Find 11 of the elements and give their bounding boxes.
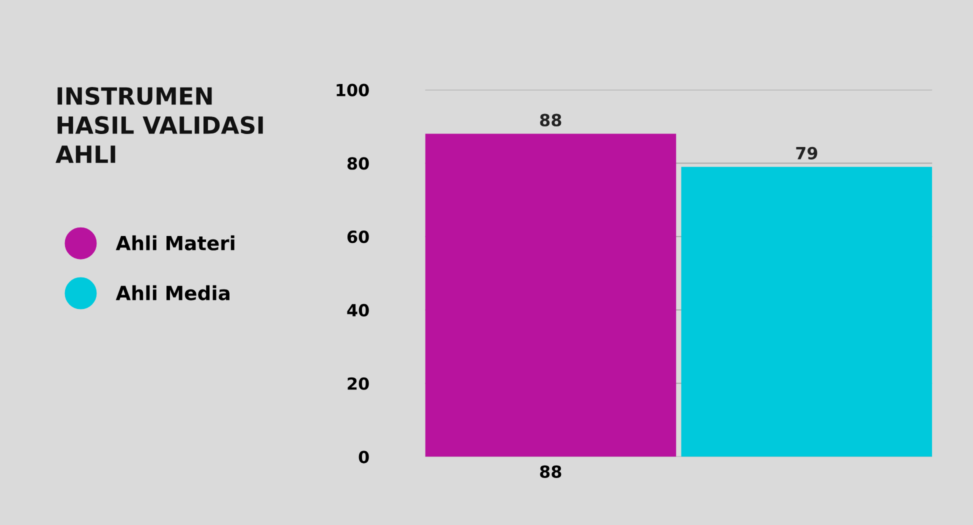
y-tick-label: 20 (348, 377, 369, 390)
y-tick-label: 60 (347, 230, 369, 244)
y-tick-label: 80 (347, 157, 369, 170)
y-tick-label: 0 (358, 450, 369, 464)
legend-label: Ahli Materi (116, 235, 234, 250)
text: INSTRUMEN HASIL VALIDASI AHLI (56, 87, 263, 163)
legend-label: Ahli Media (116, 285, 230, 300)
data-label: 88 (540, 114, 562, 126)
y-tick-label: 40 (347, 304, 369, 317)
data-label: 79 (796, 146, 818, 160)
y-tick-label: 100 (336, 84, 369, 96)
